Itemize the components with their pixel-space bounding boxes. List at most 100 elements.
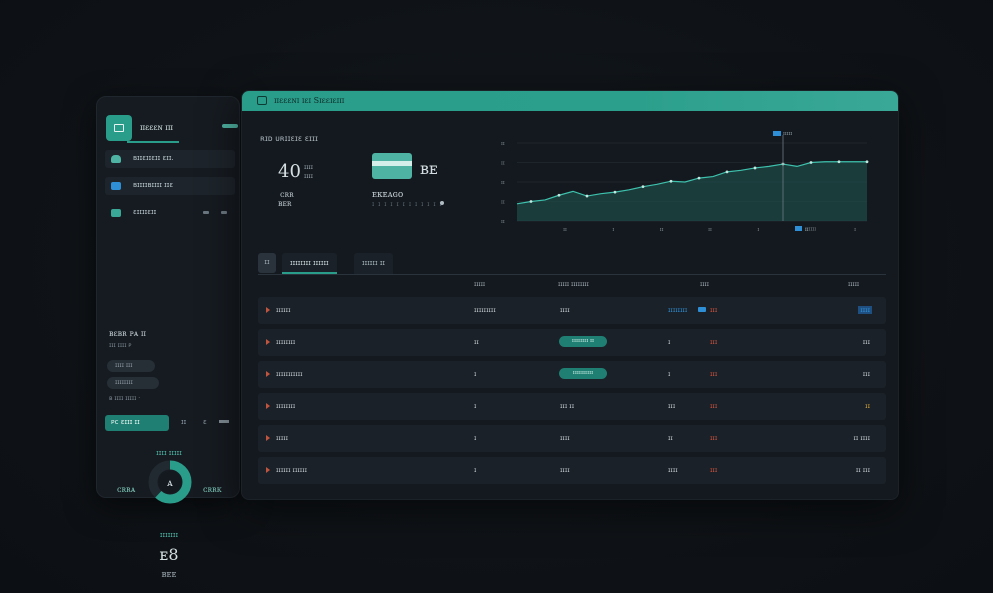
data-point (641, 185, 645, 189)
expand-caret-icon[interactable] (266, 371, 270, 377)
x-tick-label: ɪɪ (660, 227, 664, 233)
row-col-2: ɪɪɪ ɪɪ (560, 402, 575, 410)
sidebar-item-label: ʙɪɪɛɪɪɛɪɪ ɛɪɪ. (133, 154, 174, 162)
x-tick-label: ɪɪ (708, 227, 712, 233)
donut-center-label: ᴀ (166, 478, 173, 489)
row-col-3a: ɪɪɪ (668, 402, 676, 410)
credit-card-icon (372, 153, 412, 179)
sidebar-tab-c[interactable]: ɛ (203, 418, 207, 426)
row-col-1: ɪ (474, 402, 477, 410)
sidebar-small-number: ʙᴇᴇ (161, 570, 177, 580)
row-col-2: ɪɪɪɪ (560, 306, 570, 314)
data-point (529, 200, 533, 203)
expand-caret-icon[interactable] (266, 339, 270, 345)
row-col-1: ɪ (474, 370, 477, 378)
expand-caret-icon[interactable] (266, 403, 270, 409)
donut-left-label: ᴄʀʀᴀ (117, 485, 136, 494)
x-tick-label: ɪ (854, 227, 856, 233)
column-header[interactable]: ɪɪɪɪɪ (848, 281, 860, 288)
table-tabs: ɪɪ ɪɪɪɪɪɪɪɪ ɪɪɪɪɪɪ ɪɪɪɪɪɪ ɪɪ (258, 251, 886, 275)
table-row[interactable]: ɪɪɪɪɪɪɪɪɪɪɪ ɪ ɪɪɪɪɪɪɪɪɪɪ ɪ ɪɪɪ ɪɪɪ (258, 361, 886, 388)
item-dot-a (203, 211, 209, 214)
row-col-3b: ɪɪɪ (710, 434, 718, 442)
y-tick-label: ɪɪ (501, 180, 505, 186)
data-point (585, 194, 589, 198)
sidebar-tab-active[interactable]: ᴘᴄ ɛɪɪɪ ɪɪ (105, 415, 169, 431)
kpi2-label: ᴇᴋᴇᴀɢᴏ (372, 190, 404, 200)
row-col-3b: ɪɪɪ (710, 370, 718, 378)
topbar-title: ɪɪɛɛɛɴɪ ɪɛɪ Ѕɪɛɛɪɛɪɪɪ (274, 96, 345, 105)
column-header[interactable]: ɪɪɪɪ (700, 281, 709, 288)
table-header: ɪɪɪɪɪ ɪɪɪɪɪ ɪɪɪɪɪɪɪɪ ɪɪɪɪ ɪɪɪɪɪ (258, 281, 886, 295)
row-col-3b: ɪɪɪ (710, 402, 718, 410)
column-header[interactable]: ɪɪɪɪɪ (474, 281, 486, 288)
table-row[interactable]: ɪɪɪɪɪ ɪ ɪɪɪɪ ɪɪ ɪɪɪ ɪɪ ɪɪɪɪ (258, 425, 886, 452)
kpi-sub-2: ɪɪɪɪ (304, 173, 313, 180)
column-header[interactable]: ɪɪɪɪɪ ɪɪɪɪɪɪɪɪ (558, 281, 589, 288)
row-col-1: ɪɪɪɪɪɪɪɪɪ (474, 306, 496, 314)
data-point (613, 190, 617, 194)
table-row[interactable]: ɪɪɪɪɪɪ ɪɪɪɪɪɪ ɪ ɪɪɪɪ ɪɪɪɪ ɪɪɪ ɪɪ ɪɪɪ (258, 457, 886, 484)
sidebar-item-1[interactable]: ʙɪɪɪɪʙɪɪɪɪ ɪɪɛ (105, 177, 235, 195)
tab-primary[interactable]: ɪɪɪɪɪɪɪɪ ɪɪɪɪɪɪ (282, 253, 337, 274)
item-dot-b (221, 211, 227, 214)
row-col-3a: ɪ (668, 370, 671, 378)
row-col-1: ɪ (474, 434, 477, 442)
sidebar-stat-title: ʙɛʙʀ ᴘᴀ ɪɪ (109, 329, 146, 338)
data-point (865, 160, 869, 164)
y-tick-label: ɪɪ (501, 200, 505, 206)
expand-caret-icon[interactable] (266, 435, 270, 441)
donut-chart: ᴀ (147, 459, 193, 505)
expand-caret-icon[interactable] (266, 307, 270, 313)
app-logo-icon[interactable] (106, 115, 132, 141)
table-row[interactable]: ɪɪɪɪɪɪɪɪ ɪ ɪɪɪ ɪɪ ɪɪɪ ɪɪɪ ɪɪ (258, 393, 886, 420)
filter-pill-a[interactable]: ɪɪɪɪ ɪɪɪ (107, 360, 155, 372)
kpi-sub-1: ɪɪɪɪ (304, 164, 313, 171)
data-point (837, 160, 841, 164)
row-col-2: ɪɪɪɪ (560, 434, 570, 442)
y-tick-label: ɪɪ (501, 219, 505, 225)
y-tick-label: ɪɪ (501, 161, 505, 167)
tab-secondary[interactable]: ɪɪɪɪɪɪ ɪɪ (354, 253, 394, 274)
expand-caret-icon[interactable] (266, 467, 270, 473)
table-row[interactable]: ɪɪɪɪɪɪɪɪ ɪɪ ɪɪɪɪɪɪɪɪ ɪɪ ɪ ɪɪɪ ɪɪɪ (258, 329, 886, 356)
folder-icon (111, 209, 121, 217)
y-tick-label: ɪɪ (501, 141, 505, 147)
sidebar-tab-b[interactable]: ɪɪ (181, 418, 187, 426)
row-col-3b: ɪɪɪ (710, 466, 718, 474)
data-point (669, 179, 673, 183)
kpi2-sub: ɪ ɪ ɪ ɪ ɪ ɪ ɪ ɪ ɪ ɪ ɪ ɪ (372, 201, 443, 208)
sidebar-big-number: ᴇ8 (159, 545, 179, 564)
row-name: ɪɪɪɪɪɪ ɪɪɪɪɪɪ (276, 466, 308, 474)
sidebar-tab-more[interactable] (219, 420, 229, 423)
row-col-3a: ɪɪ (668, 434, 673, 442)
row-end-value: ɪɪ ɪɪɪ (855, 466, 870, 474)
table-row[interactable]: ɪɪɪɪɪɪ ɪɪɪɪɪɪɪɪɪ ɪɪɪɪ ɪɪɪɪɪɪɪɪ ɪɪɪ ɪɪɪɪ (258, 297, 886, 324)
sidebar-item-2[interactable]: ɛɪɪɪɪɛɪɪ (105, 204, 235, 222)
kpi-value: 40 (278, 161, 301, 182)
section-label-b: ɪɪɪɪɪɪɪ (159, 531, 179, 539)
row-end-value: ɪɪ (865, 402, 870, 410)
legend-label: ɪɪɪɪɪɪ (805, 227, 816, 233)
row-col-1: ɪɪ (474, 338, 479, 346)
data-point (725, 170, 729, 174)
x-tick-label: ɪɪ (805, 227, 809, 233)
window-icon[interactable] (257, 96, 267, 105)
x-tick-label: ɪ (757, 227, 759, 233)
x-tick-label: ɪɪ (563, 227, 567, 233)
sidebar-item-0[interactable]: ʙɪɪɛɪɪɛɪɪ ɛɪɪ. (105, 150, 235, 168)
row-name: ɪɪɪɪɪɪ (276, 306, 291, 314)
top-bar: ɪɪɛɛɛɴɪ ɪɛɪ Ѕɪɛɛɪɛɪɪɪ (242, 91, 898, 111)
area-fill (517, 161, 867, 221)
sidebar-header: ɪɪɛɛɛɴ ɪɪɪ (106, 115, 238, 141)
sidebar-stat-sub: ɪɪɪ ɪɪɪɪ ᴘ (109, 342, 132, 349)
kpi-label-1: ᴄʀʀ (280, 190, 294, 199)
filter-pill-b[interactable]: ɪɪɪɪɪɪɪɪ (107, 377, 159, 389)
kpi-title: ʀɪᴅ ᴜʀɪɪɛɪɛ ɛɪɪɪ (260, 134, 318, 143)
main-panel: ɪɪɛɛɛɴɪ ɪɛɪ Ѕɪɛɛɪɛɪɪɪ ʀɪᴅ ᴜʀɪɪɛɪɛ ɛɪɪɪ 4… (241, 90, 899, 500)
row-end-value: ɪɪɪ (862, 370, 870, 378)
row-name: ɪɪɪɪɪ (276, 434, 289, 442)
tab-icon-button[interactable]: ɪɪ (258, 253, 276, 273)
sidebar-item-label: ʙɪɪɪɪʙɪɪɪɪ ɪɪɛ (133, 181, 174, 189)
